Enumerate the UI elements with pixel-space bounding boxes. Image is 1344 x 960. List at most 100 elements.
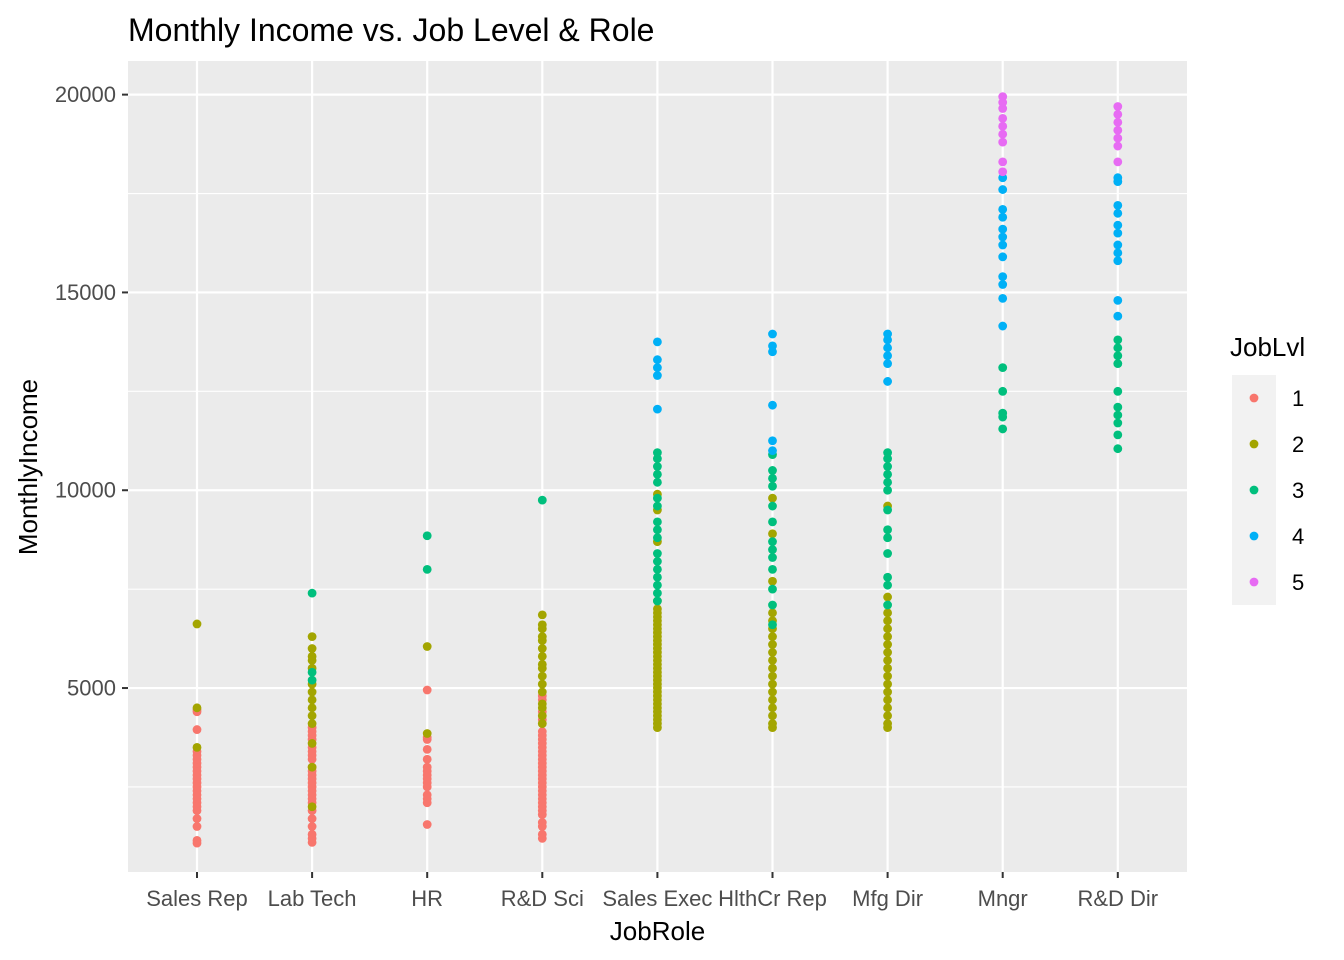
data-point-level-3 bbox=[653, 462, 662, 471]
data-point-level-3 bbox=[998, 363, 1008, 372]
legend-label: 4 bbox=[1292, 524, 1304, 549]
data-point-level-1 bbox=[422, 820, 432, 829]
data-point-level-3 bbox=[307, 675, 317, 685]
legend-key-point bbox=[1249, 531, 1259, 541]
data-point-level-5 bbox=[998, 113, 1008, 123]
data-point-level-3 bbox=[768, 600, 777, 610]
data-point-level-3 bbox=[883, 470, 892, 479]
data-point-level-5 bbox=[998, 137, 1008, 147]
data-point-level-2 bbox=[422, 729, 432, 738]
data-point-level-3 bbox=[653, 596, 662, 606]
data-point-level-2 bbox=[883, 671, 892, 681]
data-point-level-2 bbox=[537, 651, 547, 661]
data-point-level-2 bbox=[768, 493, 777, 503]
data-point-level-4 bbox=[998, 204, 1008, 214]
y-tick-label: 10000 bbox=[55, 478, 116, 503]
data-point-level-4 bbox=[998, 212, 1008, 222]
data-point-level-4 bbox=[1113, 208, 1123, 218]
data-point-level-2 bbox=[537, 711, 547, 721]
data-point-level-2 bbox=[883, 648, 892, 657]
data-point-level-3 bbox=[1113, 418, 1123, 428]
x-tick-label: Sales Exec bbox=[602, 886, 712, 911]
data-point-level-5 bbox=[998, 129, 1008, 139]
data-point-level-3 bbox=[653, 525, 662, 535]
data-point-level-2 bbox=[768, 663, 777, 673]
data-point-level-2 bbox=[537, 659, 547, 669]
data-point-level-2 bbox=[768, 703, 777, 713]
data-point-level-3 bbox=[883, 525, 892, 535]
data-point-level-4 bbox=[1113, 248, 1123, 258]
x-tick-label: R&D Dir bbox=[1077, 886, 1158, 911]
data-point-level-2 bbox=[883, 711, 892, 721]
data-point-level-1 bbox=[422, 790, 432, 800]
data-point-level-5 bbox=[998, 121, 1008, 131]
data-point-level-1 bbox=[192, 822, 202, 831]
data-point-level-4 bbox=[1113, 256, 1123, 266]
data-point-level-1 bbox=[192, 814, 202, 823]
y-tick-label: 15000 bbox=[55, 280, 116, 305]
data-point-level-5 bbox=[998, 92, 1008, 102]
data-point-level-5 bbox=[1113, 125, 1123, 135]
data-point-level-2 bbox=[768, 719, 777, 729]
data-point-level-3 bbox=[998, 386, 1008, 396]
data-point-level-3 bbox=[653, 448, 662, 458]
data-point-level-1 bbox=[422, 762, 432, 772]
data-point-level-2 bbox=[883, 655, 892, 665]
data-point-level-2 bbox=[537, 620, 547, 630]
data-point-level-3 bbox=[883, 505, 892, 515]
data-point-level-1 bbox=[192, 725, 202, 734]
data-point-level-2 bbox=[192, 742, 202, 752]
data-point-level-4 bbox=[998, 280, 1008, 289]
legend-label: 1 bbox=[1292, 386, 1304, 411]
x-tick-label: HR bbox=[411, 886, 443, 911]
data-point-level-4 bbox=[1113, 200, 1123, 210]
legend-label: 3 bbox=[1292, 478, 1304, 503]
data-point-level-3 bbox=[1113, 351, 1123, 361]
data-point-level-2 bbox=[883, 663, 892, 673]
data-point-level-3 bbox=[653, 557, 662, 566]
data-point-level-5 bbox=[998, 167, 1008, 177]
data-point-level-2 bbox=[883, 616, 892, 626]
data-point-level-3 bbox=[768, 537, 777, 547]
data-point-level-1 bbox=[307, 814, 317, 823]
data-point-level-4 bbox=[1113, 220, 1123, 230]
data-point-level-1 bbox=[422, 754, 432, 764]
data-point-level-2 bbox=[883, 608, 892, 618]
data-point-level-2 bbox=[307, 762, 317, 772]
data-point-level-2 bbox=[307, 703, 317, 713]
data-point-level-5 bbox=[1113, 133, 1123, 143]
data-point-level-2 bbox=[307, 644, 317, 653]
data-point-level-2 bbox=[537, 671, 547, 681]
data-point-level-3 bbox=[307, 588, 317, 598]
data-point-level-3 bbox=[307, 667, 317, 677]
legend-key-point bbox=[1249, 393, 1259, 403]
data-point-level-3 bbox=[883, 600, 892, 610]
data-points bbox=[192, 92, 1123, 848]
data-point-level-2 bbox=[768, 640, 777, 649]
data-point-level-1 bbox=[537, 818, 547, 827]
data-point-level-2 bbox=[883, 703, 892, 713]
data-point-level-2 bbox=[537, 632, 547, 642]
data-point-level-4 bbox=[653, 404, 662, 414]
data-point-level-2 bbox=[537, 679, 547, 689]
data-point-level-3 bbox=[653, 580, 662, 590]
x-axis-title: JobRole bbox=[610, 916, 705, 946]
data-point-level-2 bbox=[537, 644, 547, 653]
x-tick-label: R&D Sci bbox=[501, 886, 584, 911]
data-point-level-2 bbox=[883, 592, 892, 602]
data-point-level-2 bbox=[307, 632, 317, 642]
data-point-level-3 bbox=[422, 564, 432, 574]
data-point-level-2 bbox=[768, 687, 777, 697]
data-point-level-4 bbox=[1113, 311, 1123, 321]
data-point-level-3 bbox=[883, 580, 892, 590]
data-point-level-4 bbox=[998, 321, 1008, 331]
data-point-level-2 bbox=[768, 711, 777, 721]
data-point-level-2 bbox=[883, 687, 892, 697]
data-point-level-2 bbox=[307, 711, 317, 721]
y-tick-label: 5000 bbox=[67, 676, 116, 701]
data-point-level-3 bbox=[1113, 343, 1123, 353]
data-point-level-5 bbox=[1113, 110, 1123, 119]
legend: JobLvl 1 2 3 4 5 bbox=[1230, 332, 1305, 605]
y-axis-title: MonthlyIncome bbox=[13, 379, 43, 555]
